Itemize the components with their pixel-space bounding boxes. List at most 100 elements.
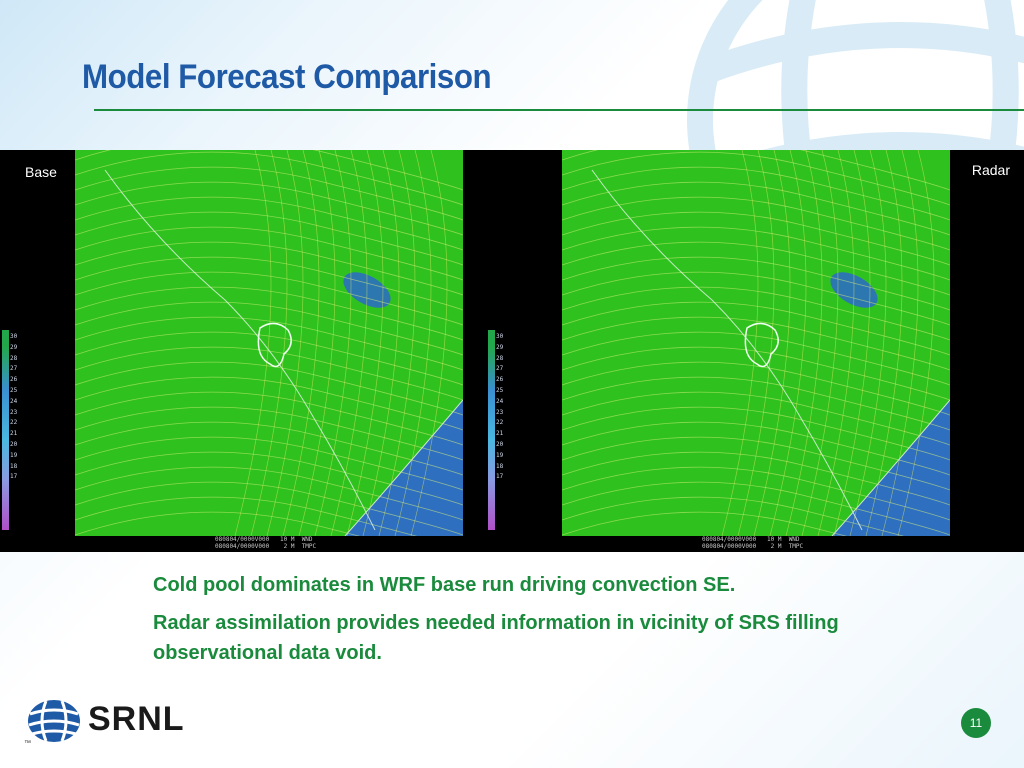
streamline — [75, 511, 361, 536]
forecast-image-band: Base Radar 30 29 28 27 26 25 24 23 22 21… — [0, 150, 1024, 552]
streamline — [562, 166, 950, 221]
color-scale-ticks: 30 29 28 27 26 25 24 23 22 21 20 19 18 1… — [496, 332, 503, 483]
streamline — [562, 316, 950, 371]
streamline — [362, 150, 400, 536]
streamline — [282, 150, 320, 536]
streamline — [801, 150, 839, 536]
streamline — [75, 436, 463, 491]
streamline — [75, 376, 463, 431]
streamline — [562, 241, 950, 296]
streamline — [753, 150, 791, 536]
scale-tick: 28 — [10, 354, 18, 362]
streamline — [865, 150, 903, 536]
streamline — [298, 150, 336, 536]
streamline — [562, 226, 950, 281]
streamline — [881, 150, 919, 536]
color-scale-right: 30 29 28 27 26 25 24 23 22 21 20 19 18 1… — [488, 330, 512, 530]
streamline — [562, 481, 950, 536]
srs-site-outline — [744, 322, 779, 368]
streamline — [75, 226, 463, 281]
streamline — [75, 150, 463, 191]
scale-tick: 21 — [10, 430, 18, 438]
streamline — [562, 271, 950, 326]
logo-text: SRNL — [88, 700, 185, 738]
streamline — [75, 331, 463, 386]
streamline — [75, 181, 463, 236]
streamline — [562, 376, 950, 431]
streamline — [562, 331, 950, 386]
scale-tick: 25 — [10, 386, 18, 394]
scale-tick: 20 — [496, 440, 504, 448]
scale-tick: 30 — [10, 333, 18, 340]
scale-tick: 23 — [10, 408, 18, 416]
scale-tick: 19 — [10, 451, 18, 459]
scale-tick: 18 — [10, 462, 18, 470]
streamline — [75, 196, 463, 251]
panel-label-base: Base — [25, 164, 57, 180]
streamline — [562, 466, 950, 521]
coastline — [344, 399, 463, 536]
streamline — [562, 151, 950, 206]
srs-site-outline — [257, 322, 292, 368]
scale-tick: 18 — [496, 462, 504, 470]
streamline — [378, 150, 416, 536]
streamline — [75, 256, 463, 311]
streamline — [562, 346, 950, 401]
streamline — [785, 150, 823, 536]
streamline — [75, 466, 463, 521]
streamline — [721, 150, 759, 536]
map-caption-base: 080804/0000V000 10 M WND 080804/0000V000… — [215, 536, 317, 550]
streamline — [410, 150, 448, 536]
ocean-area — [832, 400, 950, 536]
color-scale-bar — [488, 330, 495, 530]
bullet-item: Cold pool dominates in WRF base run driv… — [153, 574, 736, 596]
scale-tick: 17 — [496, 473, 504, 481]
streamline — [75, 481, 463, 536]
streamline — [562, 256, 950, 311]
streamline — [817, 150, 855, 536]
streamline — [562, 150, 950, 191]
streamline — [75, 151, 463, 206]
scale-tick: 19 — [496, 451, 504, 459]
streamline — [75, 301, 463, 356]
page-number-badge: 11 — [961, 708, 991, 738]
streamline — [75, 361, 463, 416]
streamline — [250, 150, 288, 536]
streamline — [330, 150, 368, 536]
scale-tick: 28 — [496, 354, 504, 362]
streamline — [346, 150, 384, 536]
streamline — [394, 150, 432, 536]
scale-tick: 24 — [496, 397, 504, 405]
wind-map-base — [75, 150, 463, 536]
scale-tick: 23 — [496, 408, 504, 416]
streamline — [234, 150, 272, 536]
streamline — [75, 421, 463, 476]
scale-tick: 25 — [496, 386, 504, 394]
scale-tick: 17 — [10, 473, 18, 481]
color-scale-bar — [2, 330, 9, 530]
scale-tick: 26 — [496, 376, 504, 384]
streamline — [562, 511, 848, 536]
streamline — [833, 150, 871, 536]
streamline — [75, 166, 463, 221]
scale-tick: 27 — [496, 365, 504, 373]
streamline — [562, 421, 950, 476]
state-border — [591, 169, 863, 531]
streamline — [75, 451, 463, 506]
map-caption-radar: 080804/0000V000 10 M WND 080804/0000V000… — [702, 536, 804, 550]
srnl-logo: SRNL — [26, 698, 196, 746]
scale-tick: 21 — [496, 430, 504, 438]
streamline — [562, 286, 950, 341]
scale-tick: 30 — [496, 333, 504, 340]
streamline — [75, 271, 463, 326]
streamline — [562, 496, 905, 536]
streamline — [75, 316, 463, 371]
streamline — [562, 436, 950, 491]
streamline — [75, 346, 463, 401]
color-scale-ticks: 30 29 28 27 26 25 24 23 22 21 20 19 18 1… — [10, 332, 17, 483]
scale-tick: 26 — [10, 376, 18, 384]
scale-tick: 27 — [10, 365, 18, 373]
scale-tick: 29 — [496, 343, 504, 351]
streamline — [562, 301, 950, 356]
streamline — [562, 361, 950, 416]
